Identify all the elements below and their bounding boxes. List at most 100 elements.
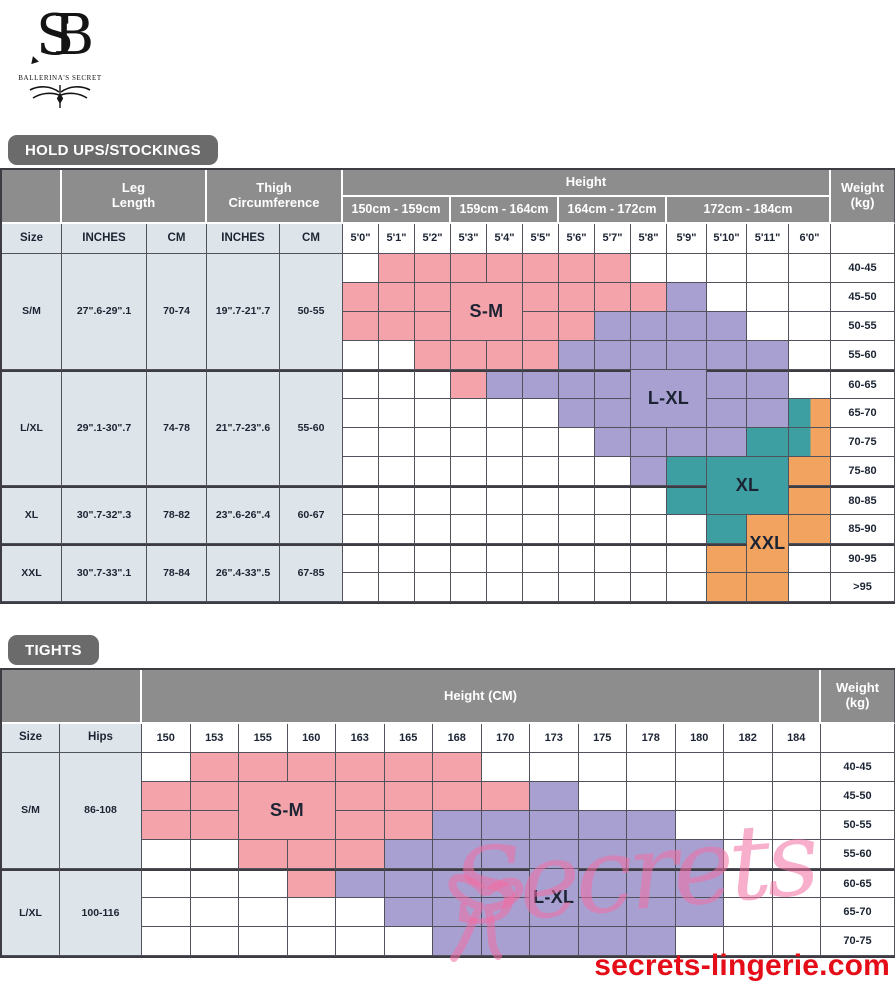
weight-cell: 60-65 [831, 370, 895, 399]
matrix-cell [523, 312, 559, 341]
matrix-cell [190, 898, 239, 927]
matrix-cell [627, 927, 676, 956]
matrix-cell [433, 869, 482, 898]
matrix-cell [627, 869, 676, 898]
matrix-cell [487, 254, 523, 283]
weight-cell: 55-60 [831, 341, 895, 370]
matrix-cell [481, 898, 530, 927]
matrix-cell [675, 898, 724, 927]
matrix-cell [724, 869, 773, 898]
matrix-cell [379, 312, 415, 341]
matrix-cell [481, 811, 530, 840]
sub-header: INCHES [207, 224, 280, 254]
height-column-header: 170 [481, 724, 530, 753]
height-range-header: 172cm - 184cm [667, 197, 831, 224]
height-column-header: 153 [190, 724, 239, 753]
matrix-cell [667, 544, 707, 573]
weight-cell: 70-75 [831, 428, 895, 457]
leg-length-header: Leg Length [62, 170, 207, 224]
thigh-cm-cell: 50-55 [280, 254, 343, 370]
matrix-cell [707, 428, 747, 457]
thigh-circumference-header: Thigh Circumference [207, 170, 343, 224]
matrix-cell [789, 370, 831, 399]
height-column-header: 163 [336, 724, 385, 753]
matrix-cell [451, 370, 487, 399]
size-region-label: S-M [239, 782, 336, 840]
matrix-cell [631, 428, 667, 457]
matrix-cell [595, 254, 631, 283]
thigh-inches-cell: 26".4-33".5 [207, 544, 280, 602]
matrix-cell [336, 753, 385, 782]
sub-header: Size [2, 724, 60, 753]
matrix-cell [415, 283, 451, 312]
matrix-cell [379, 428, 415, 457]
matrix-cell [675, 869, 724, 898]
matrix-cell [724, 927, 773, 956]
matrix-cell [631, 341, 667, 370]
height-range-header: 150cm - 159cm [343, 197, 451, 224]
matrix-cell [595, 515, 631, 544]
matrix-cell [631, 486, 667, 515]
matrix-cell [415, 312, 451, 341]
matrix-cell [415, 486, 451, 515]
weight-cell: 50-55 [831, 312, 895, 341]
matrix-cell [384, 898, 433, 927]
matrix-cell [772, 840, 821, 869]
matrix-cell [578, 898, 627, 927]
matrix-cell [384, 811, 433, 840]
sub-header-empty [831, 224, 895, 254]
matrix-cell [595, 573, 631, 602]
matrix-cell [433, 811, 482, 840]
matrix-cell [415, 573, 451, 602]
matrix-cell [627, 782, 676, 811]
size-region-label: XL [707, 457, 789, 515]
matrix-cell [675, 811, 724, 840]
matrix-cell [384, 927, 433, 956]
height-column-header: 5'2" [415, 224, 451, 254]
matrix-cell [451, 457, 487, 486]
matrix-cell [415, 428, 451, 457]
thigh-inches-cell: 23".6-26".4 [207, 486, 280, 544]
matrix-cell [724, 898, 773, 927]
matrix-cell [487, 515, 523, 544]
matrix-cell [379, 341, 415, 370]
matrix-cell [415, 457, 451, 486]
site-link[interactable]: secrets-lingerie.com [594, 949, 890, 982]
matrix-cell [487, 573, 523, 602]
weight-cell: 45-50 [821, 782, 895, 811]
height-column-header: 182 [724, 724, 773, 753]
weight-cell: 40-45 [831, 254, 895, 283]
weight-header: Weight (kg) [821, 670, 895, 724]
corner-header [2, 170, 62, 224]
matrix-cell [772, 753, 821, 782]
matrix-cell [142, 782, 191, 811]
matrix-cell [747, 370, 789, 399]
matrix-cell [239, 927, 288, 956]
matrix-cell [523, 515, 559, 544]
height-column-header: 5'8" [631, 224, 667, 254]
matrix-cell [559, 312, 595, 341]
matrix-cell [336, 840, 385, 869]
matrix-cell [343, 486, 379, 515]
matrix-cell [415, 399, 451, 428]
matrix-cell [433, 782, 482, 811]
matrix-cell [675, 782, 724, 811]
height-column-header: 5'10" [707, 224, 747, 254]
matrix-cell [487, 428, 523, 457]
matrix-cell [747, 341, 789, 370]
hips-cell: 86-108 [60, 753, 142, 869]
matrix-cell [451, 486, 487, 515]
monogram-letter-b: B [53, 3, 95, 68]
matrix-cell [789, 486, 831, 515]
matrix-cell [384, 782, 433, 811]
matrix-cell [415, 515, 451, 544]
matrix-cell [578, 869, 627, 898]
height-column-header: 150 [142, 724, 191, 753]
tights-section-title: TIGHTS [8, 635, 99, 665]
matrix-cell [667, 341, 707, 370]
thigh-cm-cell: 67-85 [280, 544, 343, 602]
matrix-cell [627, 753, 676, 782]
matrix-cell [239, 753, 288, 782]
matrix-cell [595, 399, 631, 428]
